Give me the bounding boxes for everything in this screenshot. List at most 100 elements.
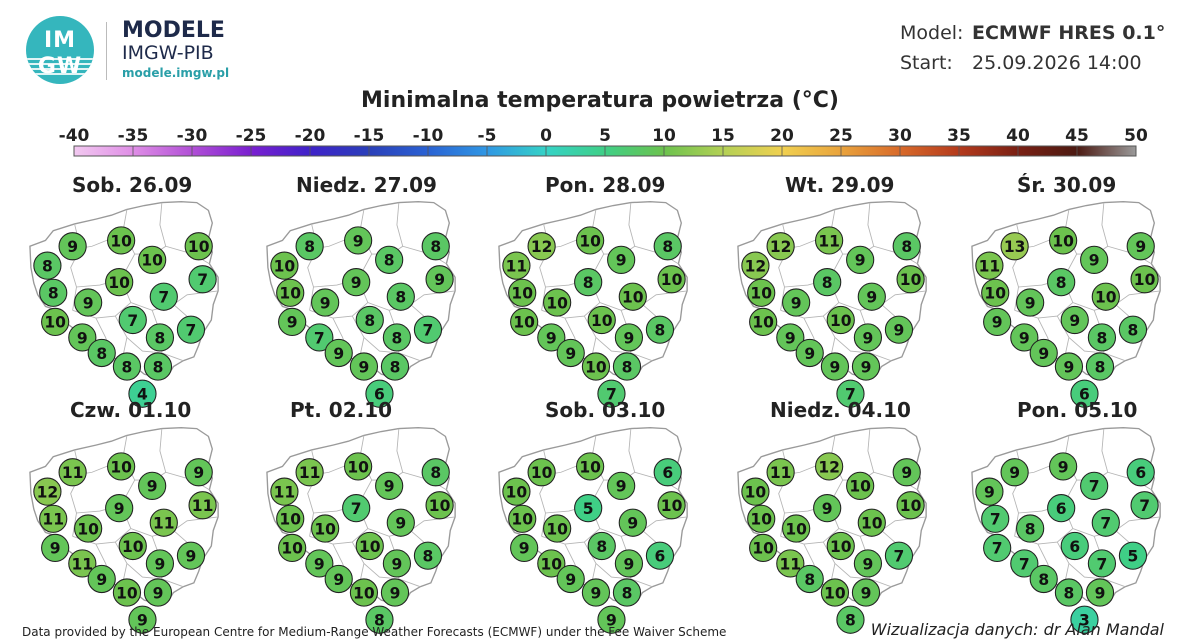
temperature-value: 8 [1064, 584, 1075, 602]
temperature-value: 10 [984, 285, 1006, 303]
temperature-value: 10 [750, 511, 772, 529]
poland-outline [498, 200, 688, 379]
temperature-marker [1130, 491, 1159, 520]
voivodeship-border [803, 543, 820, 582]
temperature-value: 8 [384, 252, 395, 270]
temperature-value: 9 [624, 555, 635, 573]
temperature-marker [574, 268, 603, 297]
temperature-value: 10 [546, 294, 568, 312]
temperature-marker [614, 323, 644, 352]
temperature-marker [342, 268, 371, 297]
voivodeship-border [859, 310, 871, 353]
temperature-value: 7 [197, 271, 208, 289]
voivodeship-border [545, 479, 605, 514]
temperature-marker [846, 245, 875, 274]
voivodeship-border [1062, 563, 1070, 591]
scale-tick-label: 15 [711, 126, 735, 146]
temperature-marker [105, 494, 134, 523]
temperature-value: 8 [622, 358, 633, 376]
temperature-marker [1126, 458, 1155, 487]
voivodeship-border [539, 223, 550, 311]
temperature-marker [138, 245, 167, 274]
voivodeship-border [332, 543, 349, 582]
temperature-value: 9 [333, 571, 344, 589]
page-title: Minimalna temperatura powietrza (°C) [361, 88, 839, 113]
temperature-value: 7 [1139, 497, 1150, 515]
voivodeship-border [642, 530, 672, 560]
temperature-value: 7 [990, 511, 1001, 529]
temperature-marker [276, 278, 305, 307]
temperature-marker [149, 508, 178, 537]
temperature-value: 10 [314, 520, 336, 538]
temperature-marker [1118, 541, 1148, 570]
temperature-marker [382, 549, 412, 578]
voivodeship-border [803, 317, 820, 356]
temperature-marker [295, 232, 324, 261]
temperature-marker [983, 307, 1012, 337]
temperature-value: 10 [1052, 232, 1074, 250]
voivodeship-border [642, 304, 672, 334]
temperature-value: 9 [384, 478, 395, 496]
temperature-marker [342, 494, 371, 523]
temperature-value: 11 [62, 464, 84, 482]
temperature-marker [386, 282, 415, 311]
voivodeship-border [165, 245, 210, 265]
scale-tick-label: -5 [478, 126, 497, 146]
temperature-value: 10 [141, 252, 163, 270]
poland-outline [737, 200, 927, 379]
temperature-marker [74, 514, 103, 543]
temperature-value: 9 [861, 584, 872, 602]
temperature-value: 11 [42, 511, 64, 529]
temperature-value: 10 [429, 497, 451, 515]
temperature-value: 9 [114, 500, 125, 518]
temperature-value: 7 [1100, 515, 1111, 533]
temperature-value: 9 [50, 540, 61, 558]
scale-tick-label: -25 [236, 126, 267, 146]
temperature-value: 9 [624, 329, 635, 347]
temperature-marker [149, 282, 178, 311]
temperature-marker [380, 578, 410, 607]
voivodeship-border [1056, 541, 1126, 588]
voivodeship-border [1014, 302, 1074, 319]
temperature-marker [421, 458, 450, 487]
voivodeship-border [95, 543, 112, 582]
scale-tick-label: 40 [1006, 126, 1030, 146]
temperature-value: 10 [745, 483, 767, 501]
brand-url[interactable]: modele.imgw.pl [122, 66, 230, 80]
temperature-marker [1087, 549, 1117, 578]
temperature-marker [981, 504, 1010, 533]
temperature-marker [537, 549, 566, 578]
poland-outline [971, 200, 1161, 379]
temperature-value: 8 [1025, 520, 1036, 538]
voivodeship-border [564, 543, 581, 582]
start-label: Start: [900, 52, 953, 74]
voivodeship-border [881, 530, 911, 560]
temperature-value: 10 [279, 285, 301, 303]
day-label: Niedz. 04.10 [770, 398, 911, 422]
temperature-marker [1060, 305, 1089, 335]
temperature-value: 10 [661, 271, 683, 289]
temperature-marker [87, 564, 116, 594]
voivodeship-border [120, 505, 219, 537]
temperature-marker [1010, 549, 1039, 578]
temperature-value: 8 [596, 538, 607, 556]
brand-subtitle: IMGW-PIB [122, 42, 214, 64]
voivodeship-border [1062, 337, 1070, 365]
voivodeship-border [1012, 449, 1023, 537]
temperature-value: 9 [565, 571, 576, 589]
temperature-value: 12 [818, 458, 840, 476]
voivodeship-border [388, 310, 400, 353]
temperature-value: 9 [96, 571, 107, 589]
temperature-marker [1054, 352, 1084, 381]
voivodeship-border [173, 304, 203, 334]
temperature-value: 10 [785, 520, 807, 538]
temperature-marker [375, 471, 404, 500]
temperature-marker [826, 305, 855, 335]
brand-title: MODELE [122, 18, 225, 43]
temperature-value: 10 [830, 538, 852, 556]
voivodeship-border [1018, 479, 1078, 514]
temperature-value: 8 [423, 548, 434, 566]
temperature-value: 9 [147, 478, 158, 496]
